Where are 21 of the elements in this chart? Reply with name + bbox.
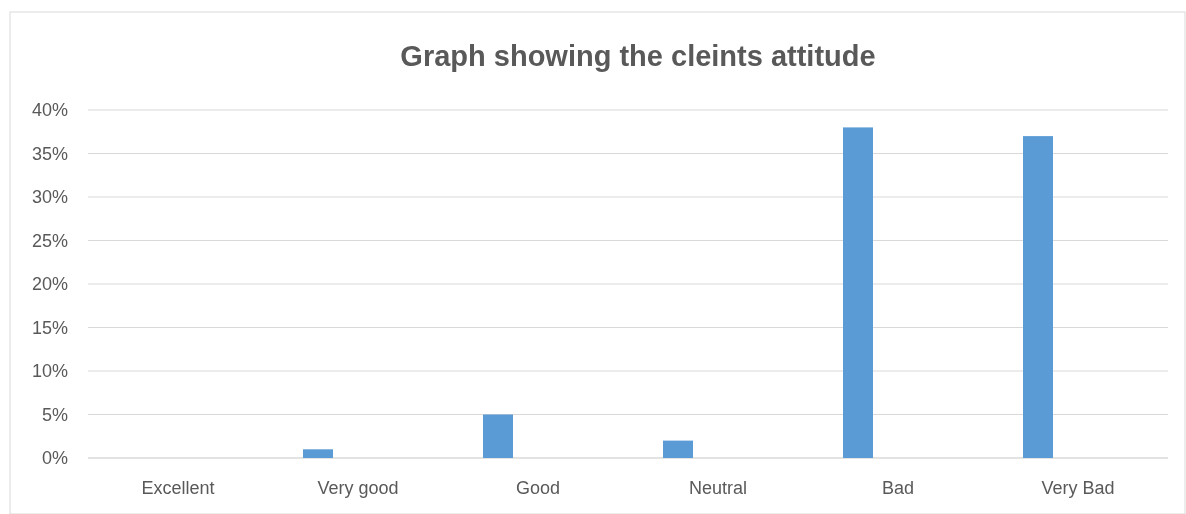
- y-tick-label: 25%: [31, 230, 68, 251]
- bar: [1023, 136, 1053, 458]
- chart-title: Graph showing the cleints attitude: [400, 40, 876, 72]
- y-tick-label: 20%: [31, 274, 68, 295]
- bar: [843, 127, 873, 458]
- x-tick-label: Very good: [317, 478, 399, 498]
- y-tick-label: 30%: [31, 187, 68, 208]
- x-tick-label: Excellent: [141, 478, 215, 498]
- y-tick-label: 35%: [31, 143, 68, 164]
- y-tick-label: 5%: [41, 404, 68, 425]
- y-tick-label: 0%: [41, 448, 68, 469]
- x-tick-label: Neutral: [688, 478, 748, 498]
- y-tick-label: 15%: [31, 317, 68, 338]
- bar: [483, 414, 513, 458]
- x-tick-label: Good: [515, 478, 561, 498]
- bar: [663, 440, 693, 458]
- y-tick-label: 10%: [31, 361, 68, 382]
- x-tick-label: Bad: [881, 478, 915, 498]
- y-tick-label: 40%: [31, 100, 68, 121]
- bar: [303, 449, 333, 458]
- x-tick-label: Very Bad: [1041, 478, 1115, 498]
